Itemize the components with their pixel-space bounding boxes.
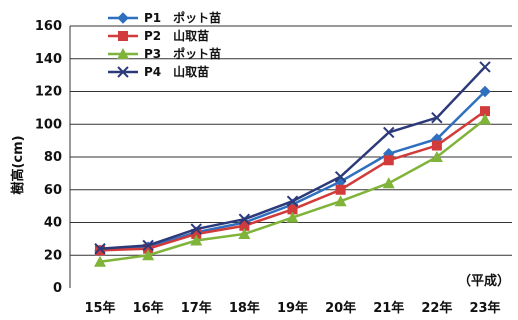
- y-tick-label: 140: [35, 52, 62, 67]
- x-axis-era-note: （平成）: [458, 273, 510, 289]
- legend-item: P3 ポット苗: [108, 46, 221, 61]
- data-point-marker: [479, 61, 491, 73]
- legend: P1 ポット苗 P2 山取苗 P3 ポット苗 P4 山取苗: [108, 10, 221, 79]
- data-point-marker: [480, 106, 490, 117]
- legend-marker: [117, 66, 129, 78]
- x-tick-label: 21年: [373, 300, 404, 316]
- data-point-marker: [94, 242, 106, 255]
- legend-item: P1 ポット苗: [108, 10, 221, 25]
- data-point-marker: [190, 234, 203, 246]
- y-tick-label: 40: [44, 216, 62, 231]
- series-3: [94, 113, 491, 267]
- data-point-marker: [334, 195, 347, 207]
- data-point-marker: [431, 140, 442, 151]
- y-tick-labels: 0 20 40 60 80 100 120 140 160: [35, 19, 62, 296]
- data-point-marker: [383, 126, 395, 139]
- data-point-marker: [286, 195, 299, 207]
- series-lines: [94, 61, 491, 267]
- series-line: [99, 90, 486, 252]
- legend-marker: [117, 48, 129, 59]
- data-point-marker: [431, 111, 443, 124]
- data-point-marker: [191, 228, 202, 239]
- x-tick-label: 20年: [325, 300, 356, 316]
- y-tick-label: 60: [44, 183, 62, 198]
- gridlines: [70, 25, 512, 256]
- x-tick-label: 18年: [229, 300, 260, 316]
- y-axis-title: 樹高(cm): [10, 135, 26, 194]
- y-tick-label: 20: [44, 248, 62, 263]
- x-tick-label: 17年: [181, 300, 212, 316]
- x-tick-labels: 15年 16年 17年 18年 19年 20年 21年 22年 23年: [84, 300, 500, 316]
- data-point-marker: [94, 255, 106, 267]
- x-tick-label: 22年: [421, 300, 452, 316]
- data-point-marker: [286, 211, 299, 223]
- data-point-marker: [142, 249, 155, 261]
- data-point-marker: [287, 204, 298, 215]
- legend-item: P4 山取苗: [108, 64, 209, 79]
- y-tick-label: 100: [35, 117, 62, 132]
- legend-label: P3 ポット苗: [144, 46, 221, 61]
- y-tick-label: 160: [35, 19, 62, 34]
- x-tick-label: 19年: [277, 300, 308, 316]
- x-tick-label: 15年: [84, 300, 115, 316]
- data-point-marker: [383, 155, 394, 166]
- data-point-marker: [334, 170, 347, 183]
- data-point-marker: [238, 227, 251, 239]
- legend-label: P2 山取苗: [144, 28, 209, 43]
- legend-label: P4 山取苗: [144, 64, 209, 79]
- data-point-marker: [382, 177, 395, 189]
- data-point-marker: [239, 220, 250, 231]
- legend-marker: [118, 31, 128, 41]
- data-point-marker: [190, 223, 202, 235]
- data-point-marker: [142, 239, 154, 252]
- data-point-marker: [335, 184, 346, 195]
- data-point-marker: [479, 85, 491, 98]
- legend-label: P1 ポット苗: [144, 10, 221, 25]
- legend-item: P2 山取苗: [108, 28, 209, 43]
- series-4: [94, 61, 491, 255]
- series-1: [94, 85, 491, 257]
- series-2: [95, 106, 490, 256]
- series-line: [99, 110, 486, 252]
- x-tick-label: 23年: [469, 300, 500, 316]
- data-point-marker: [430, 151, 443, 162]
- data-point-marker: [479, 113, 491, 125]
- data-point-marker: [143, 243, 154, 254]
- y-tick-label: 120: [35, 85, 62, 100]
- y-tick-label: 0: [53, 281, 62, 296]
- data-point-marker: [95, 245, 105, 256]
- x-tick-label: 16年: [133, 300, 164, 316]
- data-point-marker: [238, 213, 251, 225]
- legend-marker: [117, 12, 129, 24]
- y-tick-label: 80: [44, 150, 62, 165]
